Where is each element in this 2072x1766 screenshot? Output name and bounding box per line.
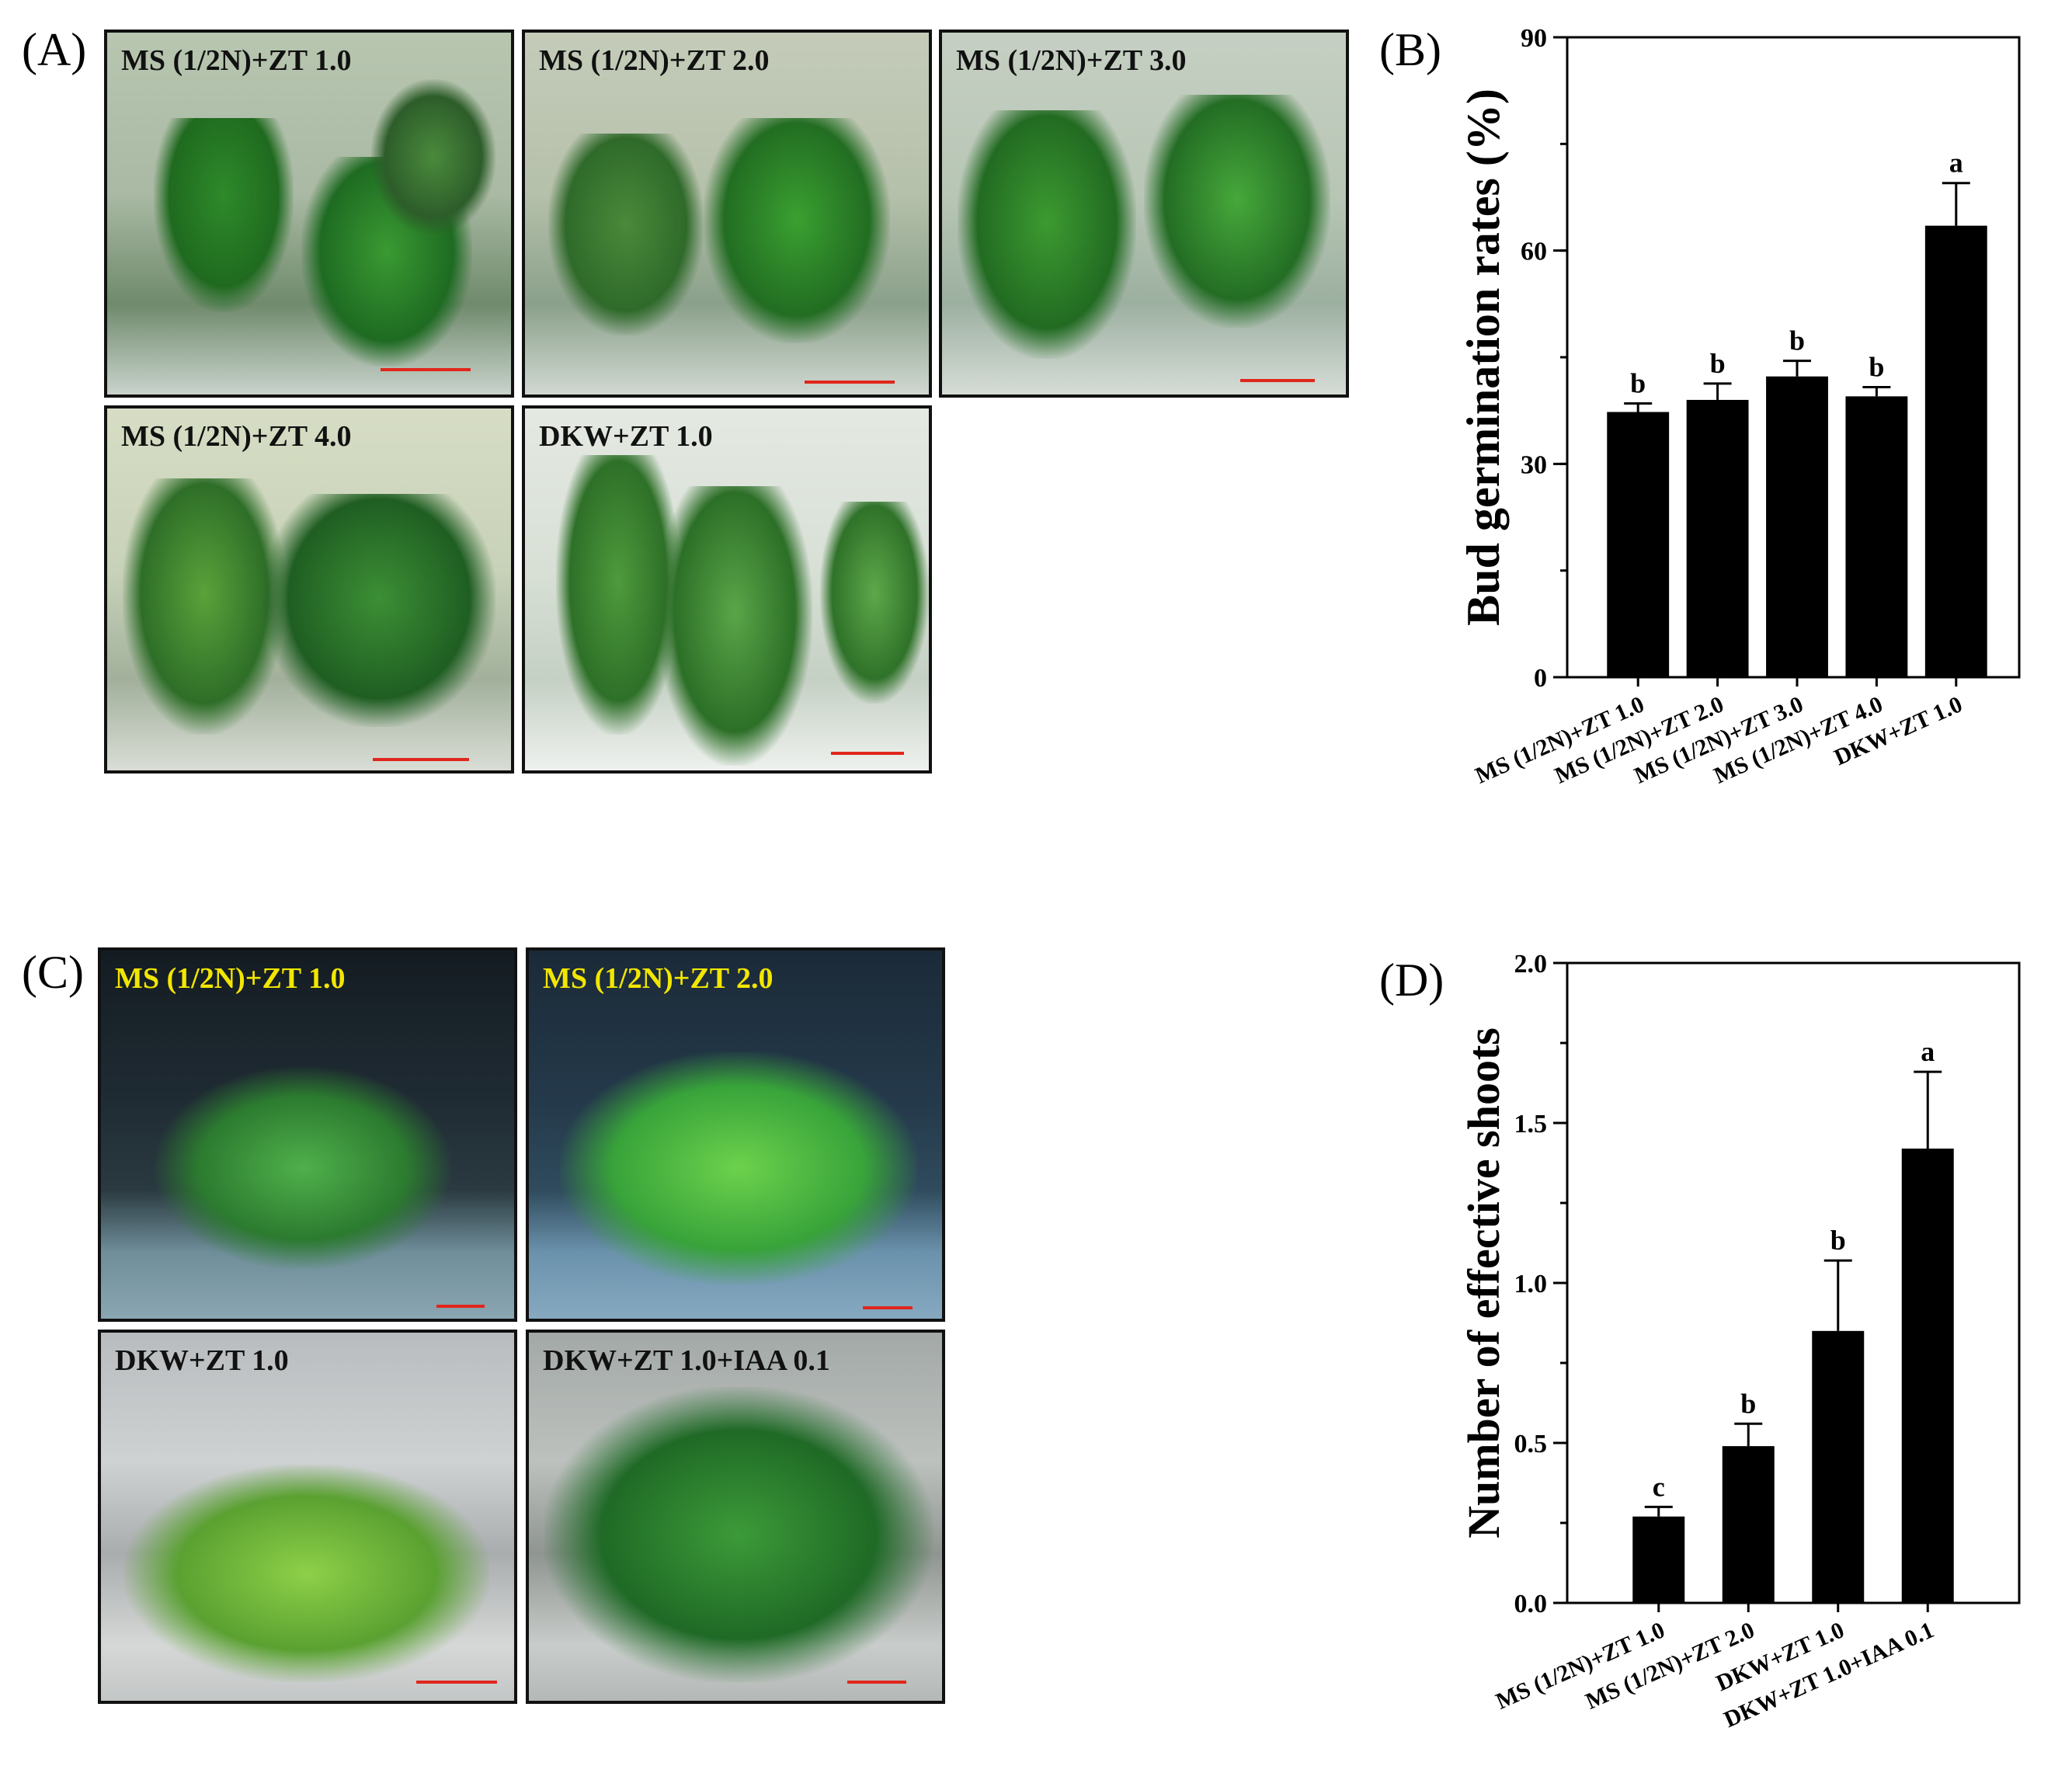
y-tick-label: 0 [1534,664,1547,693]
panel-d-label: (D) [1379,954,1444,1006]
photo-a-2-caption: MS (1/2N)+ZT 2.0 [539,44,770,77]
photo-a-4: MS (1/2N)+ZT 4.0 [104,405,514,773]
significance-label: b [1789,325,1805,356]
bar [1812,1330,1865,1603]
y-tick-label: 0.5 [1514,1430,1548,1458]
photo-c-3-caption: DKW+ZT 1.0 [115,1344,289,1377]
photo-a-2: MS (1/2N)+ZT 2.0 [522,30,932,398]
photo-c-4: DKW+ZT 1.0+IAA 0.1 [526,1330,945,1704]
y-axis-label: Bud germination rates (%) [1458,89,1509,626]
photo-c-1: MS (1/2N)+ZT 1.0 [98,947,517,1322]
scale-bar [805,381,895,384]
panel-a-label: (A) [22,24,87,75]
bar [1632,1516,1685,1603]
y-tick-label: 90 [1521,24,1547,53]
photo-c-4-caption: DKW+ZT 1.0+IAA 0.1 [543,1344,830,1377]
panel-b-label: (B) [1379,24,1441,75]
photo-a-1-caption: MS (1/2N)+ZT 1.0 [121,44,352,77]
significance-label: b [1740,1388,1756,1419]
y-tick-label: 30 [1521,450,1547,479]
bar [1901,1148,1954,1603]
y-axis-label: Number of effective shoots [1458,1027,1509,1538]
scale-bar [831,752,904,755]
significance-label: a [1921,1036,1935,1067]
bar [1686,399,1749,677]
scale-bar [863,1306,913,1309]
y-tick-label: 2.0 [1514,950,1548,979]
y-tick-label: 1.0 [1514,1270,1548,1298]
scale-bar [1240,379,1315,382]
photo-c-2-caption: MS (1/2N)+ZT 2.0 [543,962,774,995]
bar [1722,1446,1775,1603]
photo-c-3: DKW+ZT 1.0 [98,1330,517,1704]
scale-bar [847,1681,906,1684]
y-tick-label: 1.5 [1514,1110,1548,1139]
significance-label: c [1653,1471,1665,1502]
scale-bar [373,758,469,761]
panel-c-label: (C) [22,947,84,998]
bar [1607,412,1670,677]
photo-a-4-caption: MS (1/2N)+ZT 4.0 [121,420,352,453]
scale-bar [436,1305,485,1308]
bar [1845,396,1908,677]
photo-c-2: MS (1/2N)+ZT 2.0 [526,947,945,1322]
photo-a-3-caption: MS (1/2N)+ZT 3.0 [956,44,1187,77]
significance-label: b [1630,368,1646,399]
bar [1766,376,1828,677]
scale-bar [416,1681,497,1684]
photo-c-1-caption: MS (1/2N)+ZT 1.0 [115,962,346,995]
photo-a-5: DKW+ZT 1.0 [522,405,932,773]
significance-label: b [1710,348,1726,379]
scale-bar [381,368,471,371]
significance-label: a [1949,148,1963,179]
photo-a-5-caption: DKW+ZT 1.0 [539,420,713,453]
y-tick-label: 0.0 [1514,1590,1548,1618]
significance-label: b [1830,1225,1846,1256]
significance-label: b [1869,351,1884,382]
y-tick-label: 60 [1521,238,1547,266]
bar [1924,225,1987,678]
photo-a-3: MS (1/2N)+ZT 3.0 [939,30,1349,398]
photo-a-1: MS (1/2N)+ZT 1.0 [104,30,514,398]
